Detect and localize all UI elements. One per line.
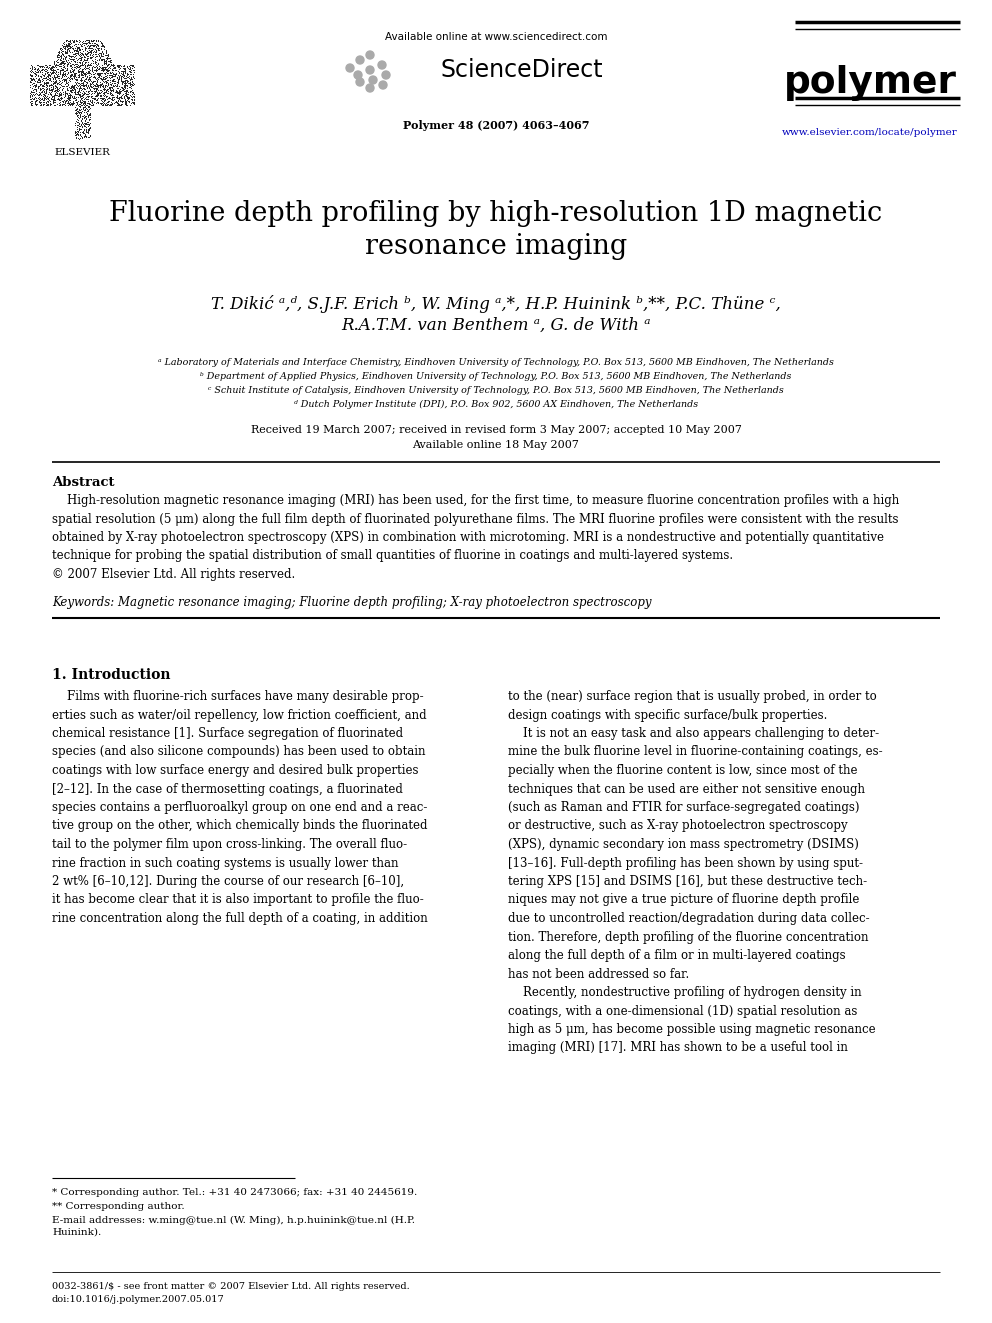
Text: Available online 18 May 2007: Available online 18 May 2007	[413, 441, 579, 450]
Text: polymer: polymer	[784, 65, 956, 101]
Text: Huinink).: Huinink).	[52, 1228, 101, 1237]
Circle shape	[346, 64, 354, 71]
Circle shape	[379, 81, 387, 89]
Text: to the (near) surface region that is usually probed, in order to
design coatings: to the (near) surface region that is usu…	[508, 691, 883, 1054]
Circle shape	[356, 78, 364, 86]
Text: ScienceDirect: ScienceDirect	[440, 58, 602, 82]
Text: www.elsevier.com/locate/polymer: www.elsevier.com/locate/polymer	[782, 128, 958, 138]
Text: ** Corresponding author.: ** Corresponding author.	[52, 1203, 185, 1211]
Text: T. Dikić ᵃ,ᵈ, S.J.F. Erich ᵇ, W. Ming ᵃ,*, H.P. Huinink ᵇ,**, P.C. Thüne ᶜ,: T. Dikić ᵃ,ᵈ, S.J.F. Erich ᵇ, W. Ming ᵃ,…	[211, 295, 781, 314]
Text: Keywords: Magnetic resonance imaging; Fluorine depth profiling; X-ray photoelect: Keywords: Magnetic resonance imaging; Fl…	[52, 595, 652, 609]
Text: ELSEVIER: ELSEVIER	[54, 148, 110, 157]
Text: 1. Introduction: 1. Introduction	[52, 668, 171, 681]
Circle shape	[369, 75, 377, 83]
Text: Films with fluorine-rich surfaces have many desirable prop-
erties such as water: Films with fluorine-rich surfaces have m…	[52, 691, 428, 925]
Circle shape	[356, 56, 364, 64]
Circle shape	[366, 52, 374, 60]
Text: Abstract: Abstract	[52, 476, 114, 490]
Text: Available online at www.sciencedirect.com: Available online at www.sciencedirect.co…	[385, 32, 607, 42]
Text: 0032-3861/$ - see front matter © 2007 Elsevier Ltd. All rights reserved.: 0032-3861/$ - see front matter © 2007 El…	[52, 1282, 410, 1291]
Circle shape	[366, 83, 374, 93]
Text: High-resolution magnetic resonance imaging (MRI) has been used, for the first ti: High-resolution magnetic resonance imagi…	[52, 493, 900, 581]
Text: ᶜ Schuit Institute of Catalysis, Eindhoven University of Technology, P.O. Box 51: ᶜ Schuit Institute of Catalysis, Eindhov…	[208, 386, 784, 396]
Text: Polymer 48 (2007) 4063–4067: Polymer 48 (2007) 4063–4067	[403, 120, 589, 131]
Text: resonance imaging: resonance imaging	[365, 233, 627, 261]
Text: E-mail addresses: w.ming@tue.nl (W. Ming), h.p.huinink@tue.nl (H.P.: E-mail addresses: w.ming@tue.nl (W. Ming…	[52, 1216, 415, 1225]
Text: ᵈ Dutch Polymer Institute (DPI), P.O. Box 902, 5600 AX Eindhoven, The Netherland: ᵈ Dutch Polymer Institute (DPI), P.O. Bo…	[294, 400, 698, 409]
Text: Fluorine depth profiling by high-resolution 1D magnetic: Fluorine depth profiling by high-resolut…	[109, 200, 883, 228]
Circle shape	[366, 66, 374, 74]
Text: * Corresponding author. Tel.: +31 40 2473066; fax: +31 40 2445619.: * Corresponding author. Tel.: +31 40 247…	[52, 1188, 418, 1197]
Circle shape	[354, 71, 362, 79]
Text: R.A.T.M. van Benthem ᵃ, G. de With ᵃ: R.A.T.M. van Benthem ᵃ, G. de With ᵃ	[341, 318, 651, 333]
Text: ᵃ Laboratory of Materials and Interface Chemistry, Eindhoven University of Techn: ᵃ Laboratory of Materials and Interface …	[158, 359, 834, 366]
Circle shape	[382, 71, 390, 79]
Text: ᵇ Department of Applied Physics, Eindhoven University of Technology, P.O. Box 51: ᵇ Department of Applied Physics, Eindhov…	[200, 372, 792, 381]
Text: Received 19 March 2007; received in revised form 3 May 2007; accepted 10 May 200: Received 19 March 2007; received in revi…	[251, 425, 741, 435]
Text: doi:10.1016/j.polymer.2007.05.017: doi:10.1016/j.polymer.2007.05.017	[52, 1295, 225, 1304]
Circle shape	[378, 61, 386, 69]
